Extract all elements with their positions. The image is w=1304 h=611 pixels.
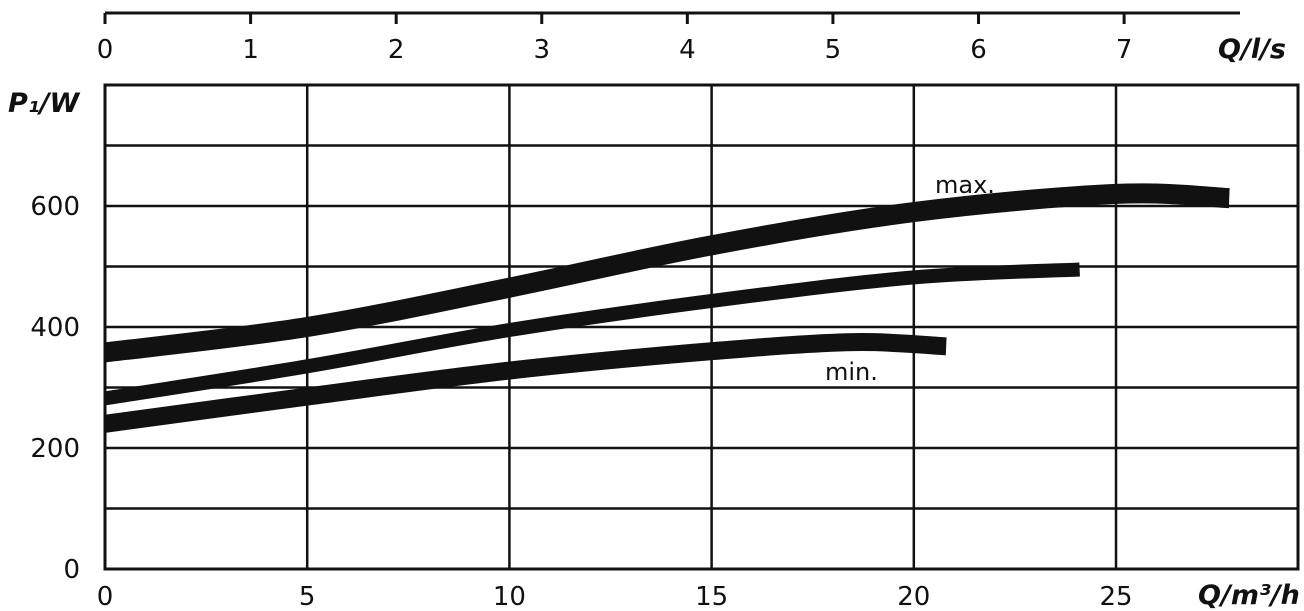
y-tick-label: 400 bbox=[30, 313, 80, 343]
y-tick-label: 0 bbox=[63, 555, 80, 585]
series-line-1 bbox=[103, 183, 1230, 363]
x2-tick-label: 0 bbox=[97, 35, 114, 65]
x2-tick-label: 5 bbox=[825, 35, 842, 65]
x-tick-label: 25 bbox=[1099, 582, 1132, 611]
series bbox=[103, 183, 1230, 433]
series-line-2 bbox=[103, 262, 1080, 406]
y-axis-label: P₁/W bbox=[8, 88, 80, 119]
y-axis: 0 200 400 600 bbox=[30, 192, 80, 585]
x-tick-label: 0 bbox=[97, 582, 114, 611]
x2-tick-label: 4 bbox=[679, 35, 696, 65]
y-tick-label: 600 bbox=[30, 192, 80, 222]
y-tick-label: 200 bbox=[30, 434, 80, 464]
x-tick-label: 5 bbox=[299, 582, 316, 611]
x2-tick-label: 3 bbox=[533, 35, 550, 65]
x2-axis-label: Q/l/s bbox=[1218, 34, 1286, 65]
x2-tick-label: 7 bbox=[1116, 35, 1133, 65]
x2-tick-label: 2 bbox=[388, 35, 405, 65]
x2-tick-label: 6 bbox=[970, 35, 987, 65]
grid bbox=[103, 83, 1300, 571]
x-tick-label: 15 bbox=[695, 582, 728, 611]
x-axis: 0 5 10 15 20 25 bbox=[97, 582, 1133, 611]
min-label: min. bbox=[825, 358, 878, 386]
plot-frame bbox=[103, 83, 1300, 571]
series-line-3 bbox=[103, 333, 947, 433]
max-label: max. bbox=[935, 171, 995, 199]
x-axis-label: Q/m³/h bbox=[1198, 580, 1300, 611]
x-tick-label: 10 bbox=[493, 582, 526, 611]
x-tick-label: 20 bbox=[897, 582, 930, 611]
top-axis: 0 1 2 3 4 5 6 7 bbox=[97, 11, 1240, 65]
x2-tick-label: 1 bbox=[242, 35, 259, 65]
